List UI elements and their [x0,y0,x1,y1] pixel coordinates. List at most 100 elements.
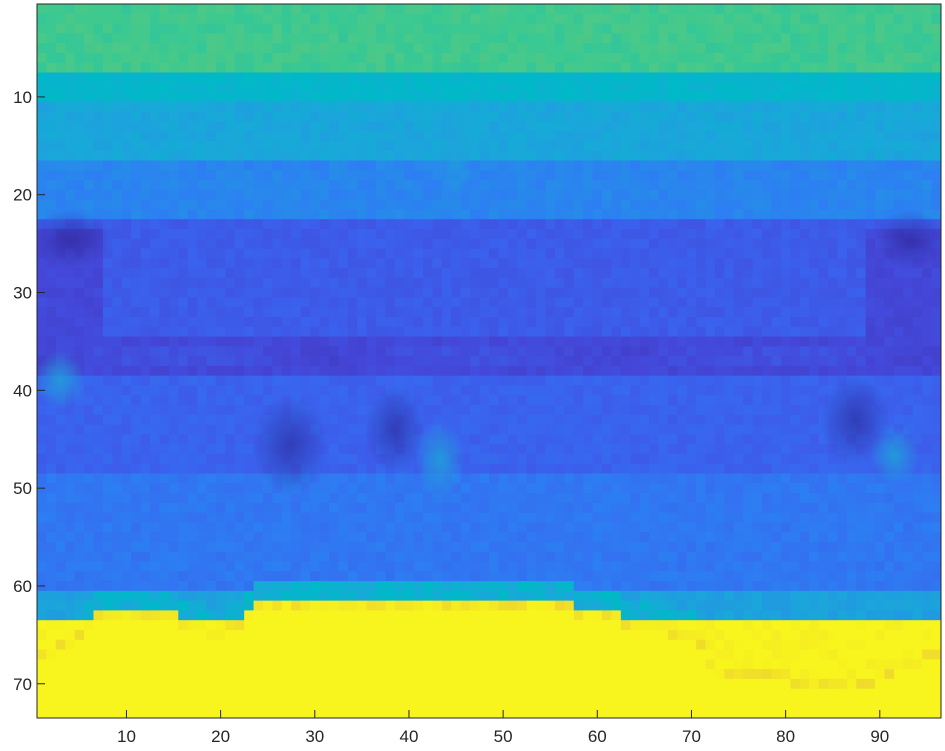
heatmap-cell [602,121,613,132]
heatmap-cell [150,13,161,25]
heatmap-cell [865,33,876,44]
heatmap-cell [705,316,716,328]
heatmap-cell [338,336,349,347]
heatmap-cell [432,268,443,279]
heatmap-cell [159,199,170,210]
heatmap-cell [376,111,387,122]
heatmap-cell [724,297,735,308]
heatmap-cell [489,170,500,181]
heatmap-cell [215,170,226,181]
heatmap-cell [922,287,933,299]
heatmap-cell [394,502,405,514]
heatmap-cell [875,336,886,347]
heatmap-cell [602,493,613,504]
heatmap-cell [592,356,603,367]
heatmap-cell [922,150,933,162]
heatmap-cell [150,101,161,113]
heatmap-cell [112,43,123,54]
heatmap-cell [74,336,85,347]
heatmap-cell [639,13,650,25]
heatmap-cell [592,258,603,269]
heatmap-cell [517,405,528,416]
heatmap-cell [686,258,697,269]
heatmap-cell [46,23,57,34]
heatmap-cell [743,414,754,426]
heatmap-cell [752,92,763,103]
heatmap-cell [696,189,707,201]
heatmap-cell [705,326,716,338]
heatmap-cell [762,287,773,299]
heatmap-cell [376,336,387,347]
heatmap-cell [112,189,123,201]
heatmap-cell [366,62,377,74]
heatmap-cell [215,268,226,279]
heatmap-cell [846,287,857,299]
heatmap-cell [234,52,245,64]
heatmap-cell [705,199,716,210]
heatmap-cell [394,13,405,25]
heatmap-cell [432,180,443,191]
heatmap-cell [272,101,283,113]
heatmap-cell [686,287,697,299]
heatmap-cell [46,121,57,132]
heatmap-cell [639,258,650,269]
heatmap-cell [630,326,641,338]
heatmap-cell [84,43,95,54]
heatmap-cell [338,238,349,250]
heatmap-cell [206,424,217,435]
heatmap-cell [206,316,217,328]
heatmap-cell [338,268,349,279]
heatmap-cell [733,453,744,465]
heatmap-cell [206,502,217,514]
heatmap-cell [394,52,405,64]
heatmap-cell [413,150,424,162]
heatmap-cell [225,13,236,25]
heatmap-cell [206,365,217,377]
heatmap-cell [762,414,773,426]
heatmap-cell [639,336,650,347]
heatmap-cell [630,199,641,210]
heatmap-cell [291,199,302,210]
heatmap-cell [771,209,782,220]
heatmap-cell [696,43,707,54]
heatmap-cell [310,258,321,269]
heatmap-cell [366,131,377,142]
heatmap-cell [74,131,85,142]
heatmap-cell [102,111,113,122]
heatmap-cell [733,209,744,220]
heatmap-cell [686,33,697,44]
heatmap-cell [253,258,264,269]
heatmap-cell [856,336,867,347]
heatmap-cell [856,493,867,504]
heatmap-cell [611,307,622,318]
heatmap-cell [912,483,923,494]
heatmap-cell [583,365,594,377]
heatmap-cell [649,209,660,220]
heatmap-cell [187,248,198,259]
heatmap-cell [225,336,236,347]
heatmap-cell [93,375,104,387]
heatmap-cell [470,424,481,435]
heatmap-cell [404,228,415,240]
heatmap-cell [743,287,754,299]
heatmap-cell [394,493,405,504]
heatmap-cell [263,4,274,15]
heatmap-cell [253,219,264,230]
heatmap-cell [583,140,594,152]
heatmap-cell [554,444,565,455]
heatmap-cell [413,502,424,514]
heatmap-cell [875,375,886,387]
heatmap-cell [639,277,650,289]
heatmap-cell [922,4,933,15]
heatmap-cell [837,121,848,132]
heatmap-cell [771,13,782,25]
heatmap-cell [696,82,707,93]
heatmap-cell [620,336,631,347]
heatmap-cell [517,268,528,279]
heatmap-cell [592,238,603,250]
heatmap-cell [470,248,481,259]
heatmap-cell [310,219,321,230]
heatmap-cell [620,92,631,103]
heatmap-cell [809,424,820,435]
heatmap-cell [319,268,330,279]
